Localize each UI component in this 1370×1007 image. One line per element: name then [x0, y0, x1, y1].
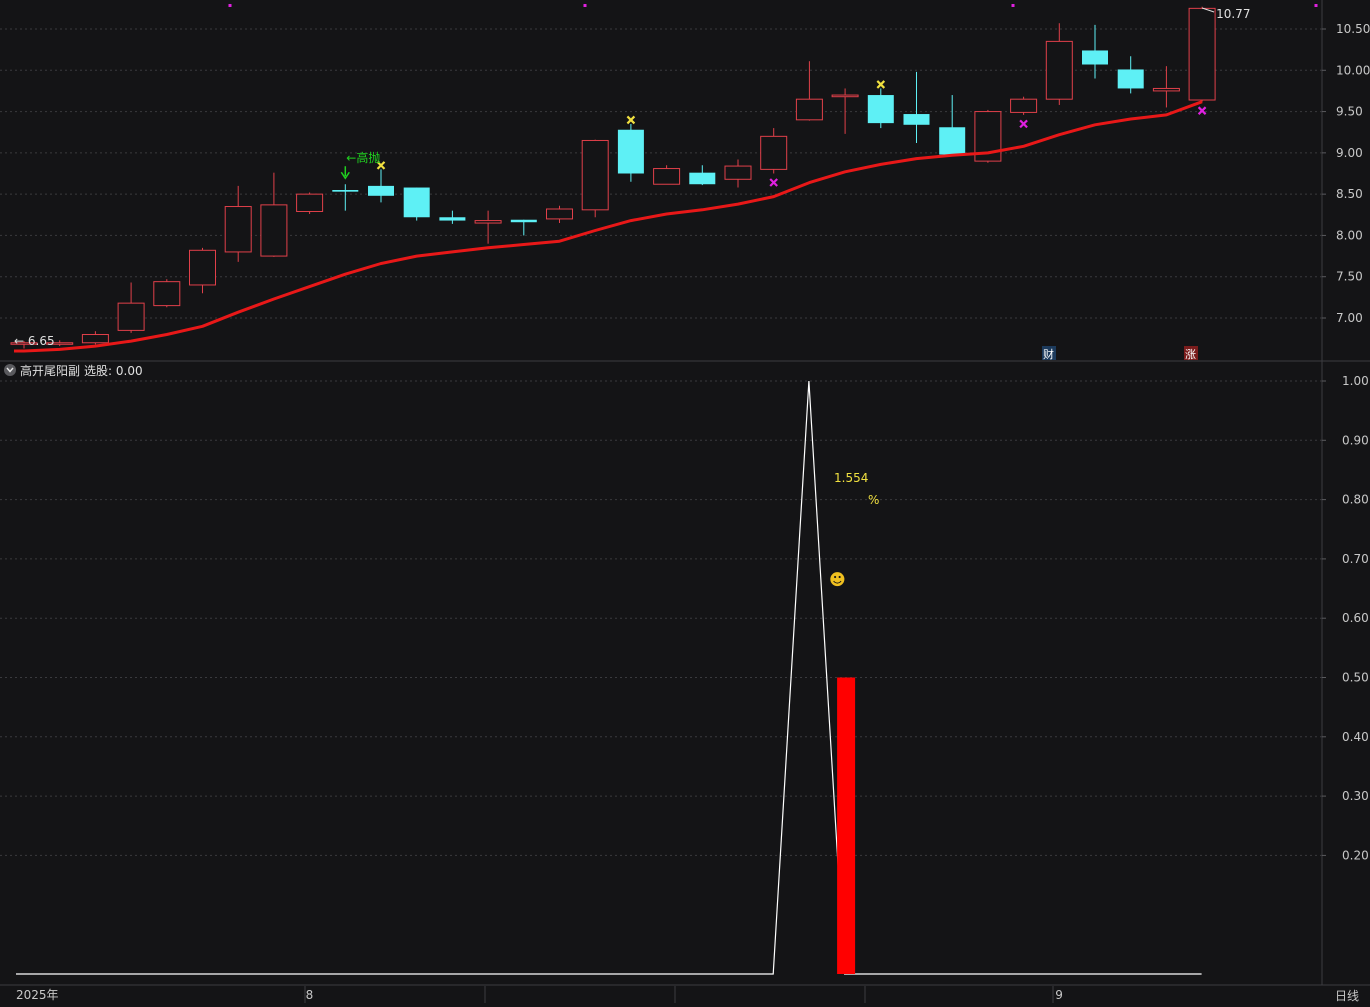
chevron-down-icon[interactable] — [4, 364, 16, 376]
candle-body-down — [510, 219, 537, 223]
candle-body-down — [867, 95, 894, 124]
candle-body-up — [760, 135, 788, 170]
badge-rise: 涨 — [1184, 346, 1198, 361]
price-tick-label: 10.50 — [1336, 22, 1370, 36]
top-marker — [228, 4, 232, 7]
top-marker — [583, 4, 587, 7]
candle-body-up — [10, 342, 38, 345]
candle-body-up — [474, 220, 502, 224]
indicator-panel: 1.554% ☻ — [16, 380, 1202, 975]
candle-body-up — [296, 193, 324, 212]
indicator-line — [16, 380, 1202, 975]
candle-body-up — [546, 208, 573, 220]
price-panel: ←高抛 ← 6.65 10.77 财 涨 — [10, 4, 1318, 361]
candle-body-down — [1082, 50, 1108, 65]
indicator-tick-label: 0.20 — [1342, 848, 1369, 862]
badge-rise-bg — [1184, 346, 1198, 360]
time-tick-label: 2025年 — [16, 988, 59, 1002]
price-tick-label: 7.50 — [1336, 270, 1363, 284]
indicator-tick-label: 0.30 — [1342, 789, 1369, 803]
indicator-tick-label: 0.70 — [1342, 552, 1369, 566]
indicator-tick-label: 0.90 — [1342, 433, 1369, 447]
candle-body-up — [795, 98, 823, 121]
candle-body-up — [581, 139, 609, 211]
candle-body-up — [46, 342, 74, 345]
candle-body-down — [332, 190, 359, 192]
candle-body-down — [368, 185, 394, 196]
candle-body-up — [1188, 7, 1216, 101]
indicator-tick-label: 0.80 — [1342, 493, 1369, 507]
indicator-bar — [837, 677, 856, 974]
indicator-tick-label: 0.50 — [1342, 671, 1369, 685]
candle-body-up — [1010, 98, 1038, 113]
yellow-x-marker — [626, 115, 636, 125]
period-label[interactable]: 日线 — [1335, 989, 1360, 1003]
indicator-field-value: 选股: 0.00 — [84, 363, 143, 378]
indicator-value-text: 1.554 — [834, 471, 868, 485]
low-price-label: ← 6.65 — [14, 334, 55, 348]
candle-body-down — [617, 129, 644, 174]
candle-body-up — [224, 206, 252, 253]
yellow-x-marker — [876, 80, 886, 89]
candle-body-up — [1045, 40, 1073, 100]
candle-body-down — [689, 172, 716, 185]
candle-body-up — [81, 334, 109, 344]
price-tick-label: 9.50 — [1336, 105, 1363, 119]
magenta-x-marker — [769, 178, 778, 187]
magenta-x-marker — [1019, 119, 1028, 129]
candle-body-down — [439, 217, 466, 221]
candle-body-up — [1152, 87, 1180, 92]
indicator-tick-label: 0.60 — [1342, 611, 1369, 625]
indicator-tick-label: 1.00 — [1342, 374, 1369, 388]
indicator-name[interactable]: 高开尾阳副 — [20, 363, 81, 378]
green-arrow-head-icon — [340, 171, 350, 180]
high-price-label: 10.77 — [1216, 7, 1250, 21]
top-marker — [1011, 4, 1015, 7]
smiley-icon: ☻ — [829, 570, 846, 589]
candle-body-up — [189, 249, 216, 286]
price-tick-label: 10.00 — [1336, 63, 1370, 77]
candle-body-up — [724, 165, 752, 180]
candle-body-up — [153, 281, 181, 307]
ma-line — [14, 100, 1203, 353]
candle-body-down — [903, 114, 930, 125]
badge-finance-bg — [1042, 346, 1056, 360]
time-tick-label: 9 — [1055, 988, 1063, 1002]
candle-body-down — [403, 187, 430, 218]
indicator-percent-text: % — [868, 493, 879, 507]
candle-body-up — [653, 168, 681, 185]
candle-body-up — [831, 94, 859, 98]
yellow-x-marker — [376, 161, 386, 170]
magenta-x-marker — [1197, 106, 1207, 115]
price-tick-label: 8.00 — [1336, 228, 1363, 242]
indicator-header: 高开尾阳副 选股: 0.00 — [0, 361, 143, 379]
candle-body-up — [260, 204, 288, 257]
candle-body-down — [939, 127, 966, 155]
price-tick-label: 7.00 — [1336, 311, 1363, 325]
price-tick-label: 8.50 — [1336, 187, 1363, 201]
candle-body-up — [117, 302, 145, 331]
badge-finance-text: 财 — [1043, 347, 1054, 361]
indicator-tick-label: 0.40 — [1342, 730, 1369, 744]
badge-rise-text: 涨 — [1185, 348, 1196, 361]
time-tick-label: 8 — [306, 988, 314, 1002]
badge-finance: 财 — [1042, 346, 1056, 361]
signal-text: ←高抛 — [346, 150, 380, 165]
high-price-pointer — [1201, 7, 1215, 13]
price-tick-label: 9.00 — [1336, 146, 1363, 160]
top-marker — [1314, 4, 1318, 7]
candle-body-down — [1117, 69, 1144, 89]
